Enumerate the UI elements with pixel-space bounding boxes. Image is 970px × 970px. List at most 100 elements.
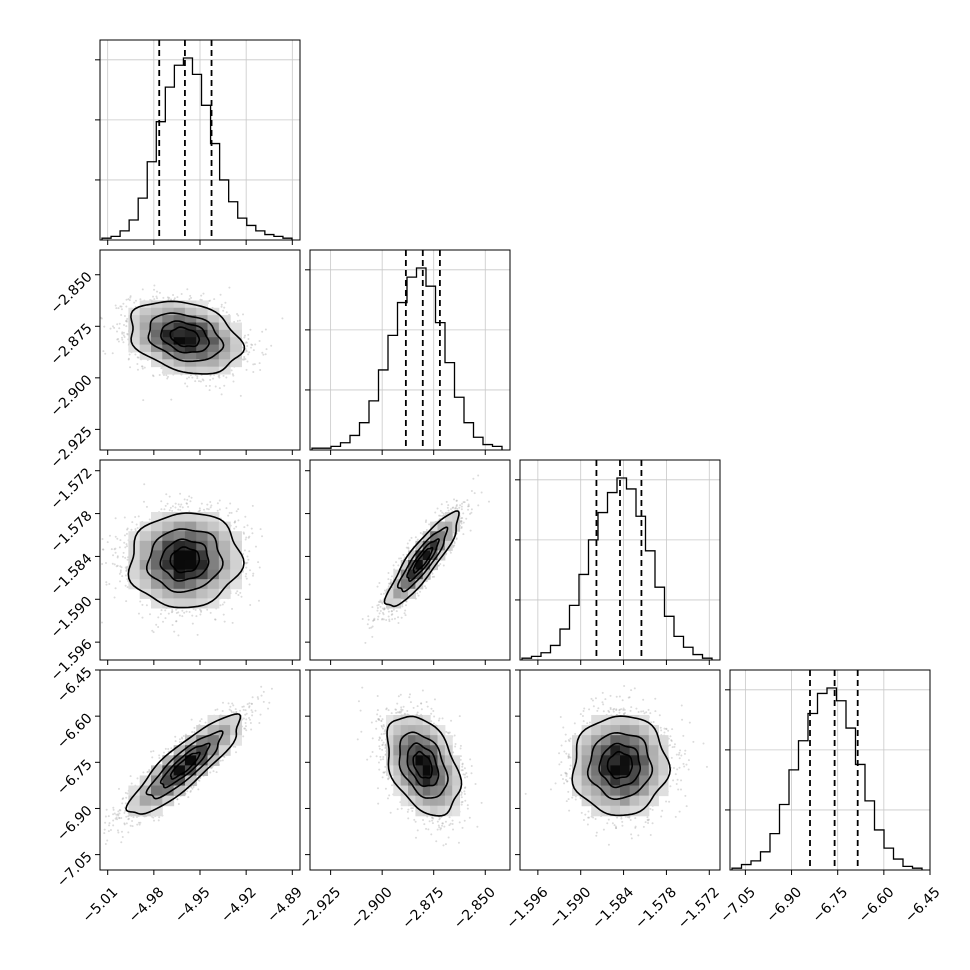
sample-point bbox=[176, 798, 179, 801]
sample-point bbox=[370, 626, 373, 629]
density-cell bbox=[151, 359, 163, 368]
sample-point bbox=[640, 710, 643, 713]
y-tick-label: −2.900 bbox=[48, 372, 96, 420]
sample-point bbox=[189, 374, 192, 377]
sample-point bbox=[232, 745, 235, 748]
sample-point bbox=[402, 553, 405, 556]
density-cell bbox=[422, 785, 431, 797]
sample-point bbox=[244, 538, 247, 541]
contour-line bbox=[127, 512, 245, 609]
panel-frame bbox=[309, 249, 511, 451]
contour-line bbox=[396, 526, 449, 593]
density-cell bbox=[393, 579, 402, 590]
sample-point bbox=[108, 822, 111, 825]
density-cell bbox=[444, 735, 453, 746]
density-cell bbox=[196, 745, 209, 756]
sample-point bbox=[678, 766, 681, 769]
sample-point bbox=[390, 575, 393, 578]
sample-point bbox=[225, 376, 228, 379]
sample-point bbox=[118, 817, 121, 820]
density-cell bbox=[581, 765, 592, 776]
density-cell bbox=[139, 569, 152, 580]
density-cell bbox=[173, 540, 186, 551]
density-cell bbox=[415, 745, 424, 756]
density-cell bbox=[385, 745, 394, 756]
sample-point bbox=[111, 352, 114, 355]
sample-point bbox=[366, 758, 369, 761]
density-cell bbox=[408, 735, 416, 746]
density-cell bbox=[151, 550, 163, 561]
sample-point bbox=[119, 539, 122, 542]
sample-point bbox=[157, 819, 160, 822]
sample-point bbox=[191, 622, 194, 625]
sample-point bbox=[243, 355, 246, 358]
sample-point bbox=[410, 536, 413, 539]
density-cell bbox=[437, 785, 446, 797]
density-cell bbox=[610, 725, 621, 736]
density-cell bbox=[196, 322, 209, 331]
sample-point bbox=[376, 787, 379, 790]
sample-point bbox=[372, 619, 375, 622]
sample-point bbox=[659, 726, 662, 729]
density-cell bbox=[658, 765, 669, 776]
density-cell bbox=[430, 540, 439, 551]
sample-point bbox=[244, 713, 247, 716]
sample-point bbox=[120, 817, 123, 820]
sample-point bbox=[160, 367, 163, 370]
sample-point bbox=[560, 744, 563, 747]
sample-point bbox=[173, 297, 176, 300]
sample-point bbox=[177, 508, 180, 511]
sample-point bbox=[356, 738, 359, 741]
contour-line bbox=[147, 312, 225, 363]
x-tick-label: −4.92 bbox=[218, 884, 260, 926]
sample-point bbox=[245, 350, 248, 353]
sample-point bbox=[222, 613, 225, 616]
sample-point bbox=[204, 721, 207, 724]
sample-point bbox=[113, 326, 116, 329]
sample-point bbox=[573, 722, 576, 725]
density-cell bbox=[196, 359, 209, 368]
density-cell bbox=[444, 512, 453, 523]
sample-point bbox=[121, 575, 124, 578]
density-cell bbox=[400, 725, 409, 736]
sample-point bbox=[114, 547, 117, 550]
sample-point bbox=[177, 802, 180, 805]
sample-point bbox=[173, 630, 176, 633]
sample-point bbox=[163, 508, 166, 511]
sample-point bbox=[209, 771, 212, 774]
sample-point bbox=[120, 841, 123, 844]
sample-point bbox=[249, 718, 252, 721]
sample-point bbox=[126, 527, 129, 530]
sample-point bbox=[439, 828, 442, 831]
sample-point bbox=[652, 720, 655, 723]
sample-point bbox=[564, 740, 567, 743]
sample-point bbox=[126, 332, 129, 335]
sample-point bbox=[160, 763, 163, 766]
density-cell bbox=[415, 795, 424, 807]
sample-point bbox=[254, 709, 257, 712]
sample-point bbox=[626, 816, 629, 819]
sample-point bbox=[158, 754, 161, 757]
contour-line bbox=[412, 750, 433, 779]
sample-point bbox=[114, 517, 117, 520]
sample-point bbox=[588, 721, 591, 724]
sample-point bbox=[260, 694, 263, 697]
contour-line bbox=[169, 546, 201, 574]
sample-point bbox=[444, 553, 447, 556]
sample-point bbox=[595, 834, 598, 837]
density-cell bbox=[196, 512, 209, 523]
density-cell bbox=[629, 765, 640, 776]
density-cell bbox=[184, 512, 197, 523]
sample-point bbox=[224, 301, 227, 304]
sample-point bbox=[187, 505, 190, 508]
sample-point bbox=[630, 837, 633, 840]
sample-point bbox=[381, 617, 384, 620]
sample-point bbox=[152, 750, 155, 753]
sample-point bbox=[261, 330, 264, 333]
sample-point bbox=[243, 342, 246, 345]
sample-point bbox=[220, 305, 223, 308]
sample-point bbox=[239, 394, 242, 397]
sample-point bbox=[680, 754, 683, 757]
x-tick-label: −6.60 bbox=[856, 884, 898, 926]
density-cell bbox=[162, 322, 175, 331]
